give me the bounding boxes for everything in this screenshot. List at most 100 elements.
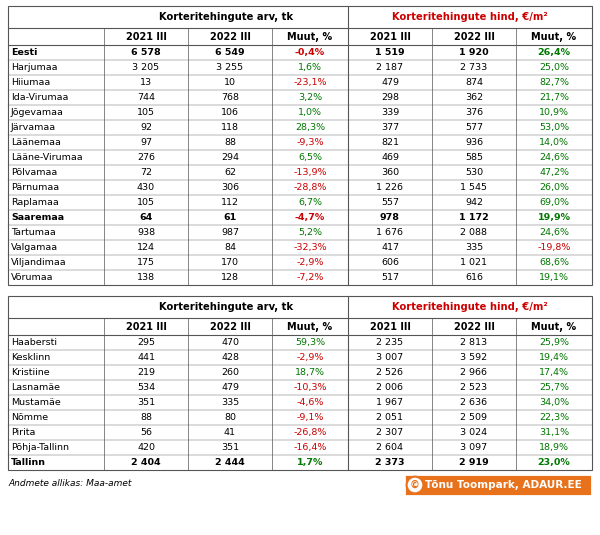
Text: Nõmme: Nõmme: [11, 413, 48, 422]
Text: 3 097: 3 097: [460, 443, 488, 452]
Text: -4,6%: -4,6%: [296, 398, 323, 407]
Text: 430: 430: [137, 183, 155, 192]
Text: 14,0%: 14,0%: [539, 138, 569, 147]
Text: 25,7%: 25,7%: [539, 383, 569, 392]
Text: 441: 441: [137, 353, 155, 362]
Text: 2 509: 2 509: [461, 413, 487, 422]
Text: 106: 106: [221, 108, 239, 117]
Text: 3 024: 3 024: [460, 428, 488, 437]
Text: 105: 105: [137, 198, 155, 207]
Text: 2 604: 2 604: [377, 443, 404, 452]
Text: 2 404: 2 404: [131, 458, 161, 467]
Text: 351: 351: [221, 443, 239, 452]
Text: 2021 III: 2021 III: [370, 32, 410, 42]
Text: 6 578: 6 578: [131, 48, 161, 57]
Text: 1,0%: 1,0%: [298, 108, 322, 117]
Text: 10: 10: [224, 78, 236, 87]
Text: 124: 124: [137, 243, 155, 252]
Text: 19,1%: 19,1%: [539, 273, 569, 282]
Text: 128: 128: [221, 273, 239, 282]
Text: 417: 417: [381, 243, 399, 252]
Text: -16,4%: -16,4%: [293, 443, 326, 452]
Text: -0,4%: -0,4%: [295, 48, 325, 57]
Text: 6,7%: 6,7%: [298, 198, 322, 207]
Text: -9,1%: -9,1%: [296, 413, 323, 422]
Text: 3,2%: 3,2%: [298, 93, 322, 102]
Text: 138: 138: [137, 273, 155, 282]
Text: 92: 92: [140, 123, 152, 132]
Text: 59,3%: 59,3%: [295, 338, 325, 347]
Text: 2 006: 2 006: [377, 383, 404, 392]
Text: 469: 469: [381, 153, 399, 162]
Text: 25,0%: 25,0%: [539, 63, 569, 72]
Text: 938: 938: [137, 228, 155, 237]
Text: -10,3%: -10,3%: [293, 383, 327, 392]
Text: -13,9%: -13,9%: [293, 168, 327, 177]
Bar: [8, 296, 592, 470]
Text: 105: 105: [137, 108, 155, 117]
Text: 2021 III: 2021 III: [370, 322, 410, 332]
Text: 335: 335: [221, 398, 239, 407]
Text: 2022 III: 2022 III: [454, 32, 494, 42]
Text: 479: 479: [221, 383, 239, 392]
Text: Põhja-Tallinn: Põhja-Tallinn: [11, 443, 69, 452]
Text: 3 007: 3 007: [376, 353, 404, 362]
Text: Korteritehingute arv, tk: Korteritehingute arv, tk: [159, 302, 293, 312]
Text: 2022 III: 2022 III: [209, 322, 250, 332]
Text: 2 636: 2 636: [460, 398, 488, 407]
Text: 68,6%: 68,6%: [539, 258, 569, 267]
Text: Jõgevamaa: Jõgevamaa: [11, 108, 64, 117]
Text: 1 172: 1 172: [459, 213, 489, 222]
Text: Muut, %: Muut, %: [532, 32, 577, 42]
Text: Korteritehingute hind, €/m²: Korteritehingute hind, €/m²: [392, 12, 548, 22]
Text: 69,0%: 69,0%: [539, 198, 569, 207]
Text: -26,8%: -26,8%: [293, 428, 326, 437]
Bar: [404, 474, 592, 496]
Text: Valgamaa: Valgamaa: [11, 243, 58, 252]
Text: 82,7%: 82,7%: [539, 78, 569, 87]
Text: Viljandimaa: Viljandimaa: [11, 258, 67, 267]
Text: 97: 97: [140, 138, 152, 147]
Text: Kesklinn: Kesklinn: [11, 353, 50, 362]
Text: 2 373: 2 373: [375, 458, 405, 467]
Text: 978: 978: [380, 213, 400, 222]
Text: 112: 112: [221, 198, 239, 207]
Text: 2022 III: 2022 III: [209, 32, 250, 42]
Text: 479: 479: [381, 78, 399, 87]
Text: 517: 517: [381, 273, 399, 282]
Text: 24,6%: 24,6%: [539, 153, 569, 162]
Text: 170: 170: [221, 258, 239, 267]
Text: Korteritehingute arv, tk: Korteritehingute arv, tk: [159, 12, 293, 22]
Text: Ida-Virumaa: Ida-Virumaa: [11, 93, 68, 102]
Text: Põlvamaa: Põlvamaa: [11, 168, 57, 177]
Text: 2021 III: 2021 III: [125, 322, 166, 332]
Text: 118: 118: [221, 123, 239, 132]
Text: 72: 72: [140, 168, 152, 177]
Text: 1 676: 1 676: [377, 228, 404, 237]
Text: 339: 339: [381, 108, 399, 117]
Text: -19,8%: -19,8%: [538, 243, 571, 252]
Text: 1 021: 1 021: [461, 258, 487, 267]
Text: 2 523: 2 523: [460, 383, 488, 392]
Text: 3 255: 3 255: [217, 63, 244, 72]
Text: 1 920: 1 920: [459, 48, 489, 57]
Text: 534: 534: [137, 383, 155, 392]
Text: -28,8%: -28,8%: [293, 183, 326, 192]
Text: 616: 616: [465, 273, 483, 282]
Text: 18,9%: 18,9%: [539, 443, 569, 452]
Text: 936: 936: [465, 138, 483, 147]
Text: 428: 428: [221, 353, 239, 362]
Text: 768: 768: [221, 93, 239, 102]
Text: 2 187: 2 187: [377, 63, 404, 72]
Text: 362: 362: [465, 93, 483, 102]
Text: 1 226: 1 226: [377, 183, 404, 192]
Text: Andmete allikas: Maa-amet: Andmete allikas: Maa-amet: [8, 478, 131, 487]
Text: 41: 41: [224, 428, 236, 437]
Text: Võrumaa: Võrumaa: [11, 273, 53, 282]
Text: 31,1%: 31,1%: [539, 428, 569, 437]
Text: 26,0%: 26,0%: [539, 183, 569, 192]
Text: 2 526: 2 526: [377, 368, 404, 377]
Text: -9,3%: -9,3%: [296, 138, 324, 147]
Text: 6 549: 6 549: [215, 48, 245, 57]
Text: 5,2%: 5,2%: [298, 228, 322, 237]
